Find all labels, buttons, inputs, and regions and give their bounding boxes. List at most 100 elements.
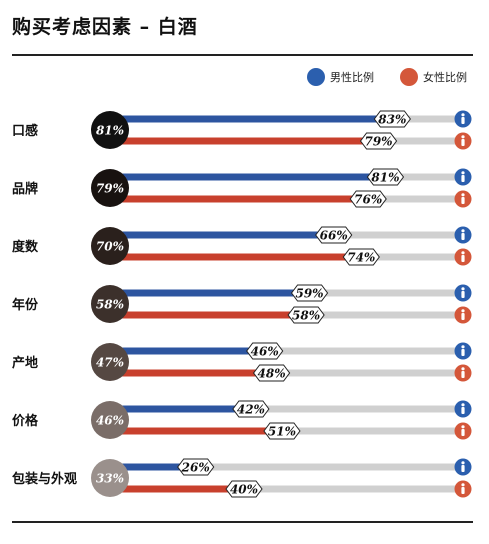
female-icon-body — [461, 139, 465, 146]
female-icon-head — [461, 367, 465, 371]
male-track — [110, 463, 458, 471]
male-icon-head — [461, 345, 465, 349]
female-icon-body — [461, 255, 465, 262]
category-label: 年份 — [12, 297, 39, 313]
female-value-label-shape — [349, 190, 387, 208]
female-track — [110, 485, 458, 493]
male-icon-head — [461, 461, 465, 465]
female-bar — [110, 369, 276, 377]
chart-title: 购买考虑因素 – 白酒 — [12, 16, 198, 38]
male-icon-body — [461, 407, 465, 414]
male-icon — [454, 110, 472, 128]
male-value-label-text: 59% — [295, 287, 323, 301]
overall-circle — [91, 111, 129, 149]
female-icon-head — [461, 425, 465, 429]
male-bar — [110, 463, 200, 471]
female-value-label-shape — [225, 480, 263, 498]
male-bar — [110, 231, 338, 239]
male-bar — [110, 405, 255, 413]
legend-female: 女性比例 — [400, 67, 467, 87]
male-icon — [454, 458, 472, 476]
male-icon-head — [461, 287, 465, 291]
overall-circle — [91, 285, 129, 323]
female-icon-body — [461, 487, 465, 494]
female-icon — [454, 248, 472, 266]
female-icon-head — [461, 483, 465, 487]
male-icon-body — [461, 349, 465, 356]
male-value-label-shape — [315, 226, 353, 244]
female-value-label-text: 51% — [268, 425, 296, 439]
male-icon-head — [461, 171, 465, 175]
male-icon-body — [461, 233, 465, 240]
male-bar — [110, 173, 390, 181]
male-icon — [454, 168, 472, 186]
female-bar — [110, 137, 383, 145]
male-bar — [110, 347, 269, 355]
overall-label: 79% — [96, 182, 124, 196]
female-value-label: 48% — [252, 364, 291, 382]
bottom-divider — [12, 521, 473, 523]
male-track — [110, 405, 458, 413]
female-value-label-text: 79% — [364, 135, 392, 149]
male-value-label: 81% — [366, 168, 405, 186]
male-value-label-text: 46% — [251, 345, 279, 359]
female-value-label-text: 40% — [230, 483, 258, 497]
female-value-label-shape — [287, 306, 325, 324]
overall-label: 70% — [96, 240, 124, 254]
male-value-label: 26% — [177, 458, 215, 476]
male-value-label-shape — [246, 342, 284, 360]
male-icon — [454, 342, 472, 360]
female-icon-head — [461, 193, 465, 197]
male-icon — [454, 400, 472, 418]
male-icon-head — [461, 113, 465, 117]
legend-male-label: 男性比例 — [330, 71, 374, 84]
male-icon-body — [461, 175, 465, 182]
female-value-label-text: 76% — [354, 193, 382, 207]
female-icon-head — [461, 309, 465, 313]
female-value-label-text: 74% — [347, 251, 375, 265]
male-icon-head — [461, 229, 465, 233]
male-value-label-text: 83% — [378, 113, 406, 127]
female-value-label-text: 58% — [292, 309, 320, 323]
overall-label: 81% — [96, 124, 124, 138]
male-icon-body — [461, 117, 465, 124]
female-value-label: 51% — [263, 422, 301, 440]
male-value-label: 83% — [373, 110, 411, 128]
female-value-label: 40% — [225, 480, 263, 498]
male-value-label-shape — [290, 284, 329, 302]
female-value-label-shape — [342, 248, 380, 266]
female-bar — [110, 195, 373, 203]
female-value-label: 76% — [349, 190, 387, 208]
overall-circle — [91, 227, 129, 265]
male-value-label-shape — [366, 168, 405, 186]
female-icon-body — [461, 371, 465, 378]
category-label: 包装与外观 — [12, 471, 77, 487]
female-value-label-shape — [252, 364, 291, 382]
female-icon — [454, 190, 472, 208]
female-bar — [110, 311, 311, 319]
male-icon — [454, 226, 472, 244]
male-track — [110, 347, 458, 355]
male-value-label: 42% — [232, 400, 270, 418]
overall-label: 46% — [96, 414, 124, 428]
male-icon-body — [461, 465, 465, 472]
overall-circle — [91, 401, 129, 439]
category-label: 口感 — [12, 123, 38, 139]
overall-circle — [91, 169, 129, 207]
male-value-label-text: 26% — [181, 461, 210, 475]
legend-female-label: 女性比例 — [423, 71, 467, 84]
male-value-label-shape — [373, 110, 411, 128]
female-value-label-shape — [263, 422, 301, 440]
female-value-label-text: 48% — [258, 367, 286, 381]
male-value-label-shape — [177, 458, 215, 476]
female-icon — [454, 422, 472, 440]
female-value-label: 58% — [287, 306, 325, 324]
female-icon-head — [461, 251, 465, 255]
female-icon — [454, 306, 472, 324]
category-label: 度数 — [12, 239, 39, 255]
category-label: 产地 — [12, 355, 38, 371]
male-icon-head — [461, 403, 465, 407]
male-icon-body — [461, 291, 465, 298]
male-bar — [110, 289, 314, 297]
